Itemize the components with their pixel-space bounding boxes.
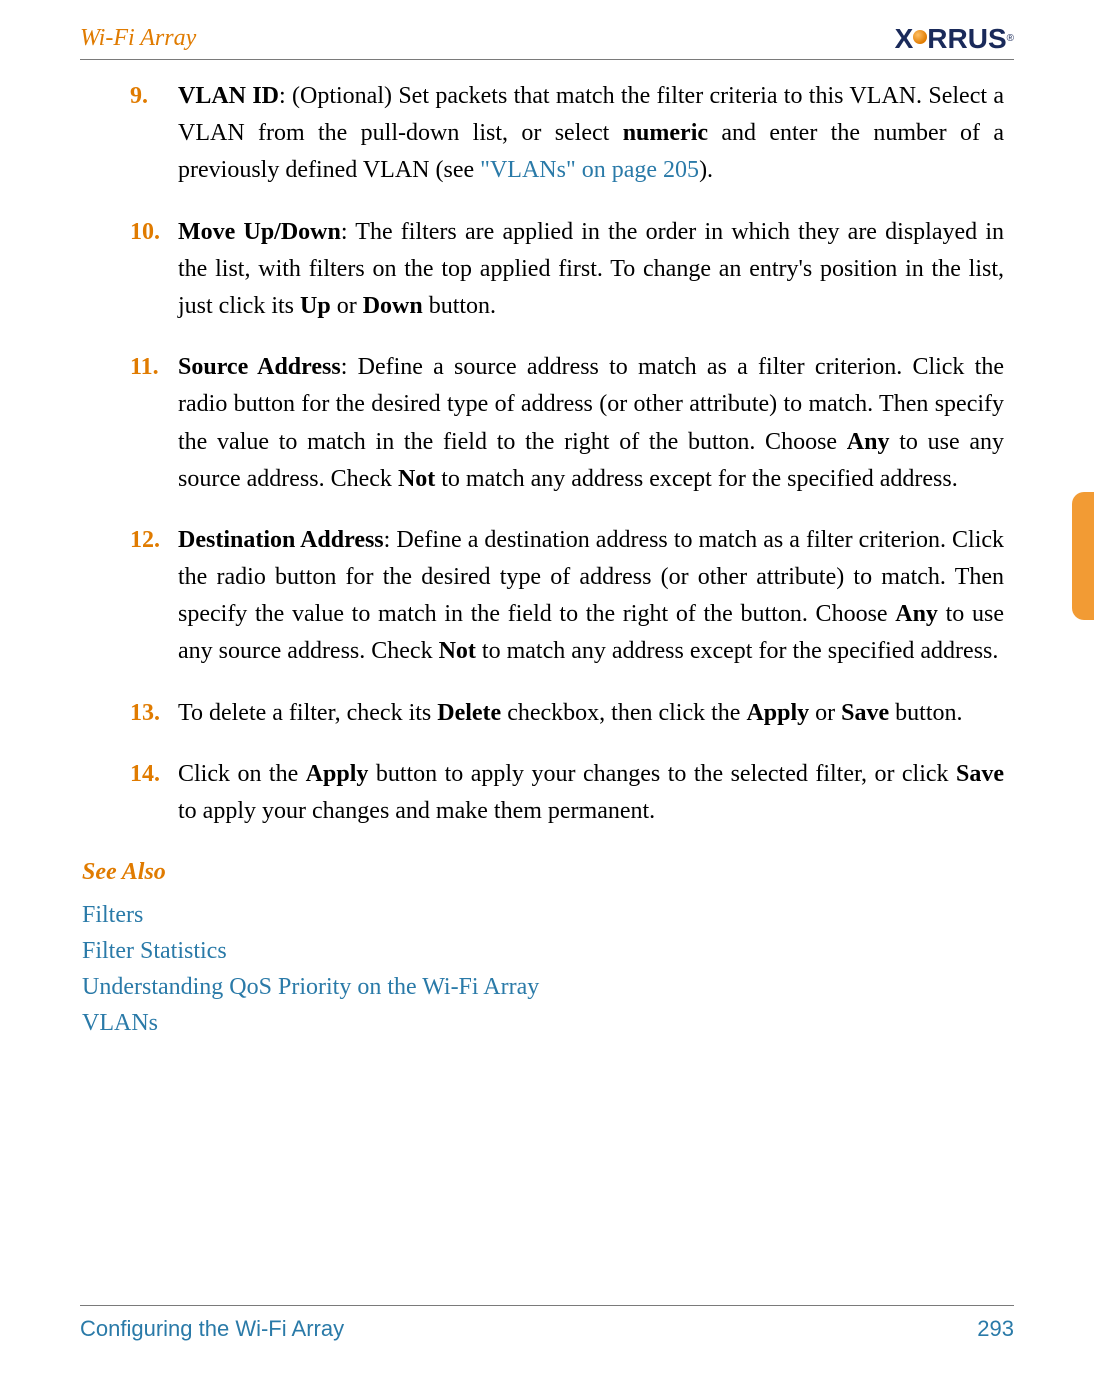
logo-dot-icon: [913, 30, 927, 44]
content-body: 9. VLAN ID: (Optional) Set packets that …: [130, 78, 1004, 1041]
item-lead: Move Up/Down: [178, 219, 341, 245]
item-number: 10.: [130, 214, 178, 326]
item-number: 9.: [130, 78, 178, 190]
list-item-11: 11. Source Address: Define a source addr…: [130, 349, 1004, 498]
item-text: Click on the: [178, 761, 306, 787]
item-text: button.: [889, 700, 962, 726]
item-body: Move Up/Down: The filters are applied in…: [178, 214, 1004, 326]
logo-letter-x: X: [895, 23, 914, 55]
logo: X RRUS ®: [895, 23, 1014, 55]
item-bold: Save: [841, 700, 889, 726]
page-header: Wi-Fi Array X RRUS ®: [80, 18, 1014, 60]
item-lead: VLAN ID: [178, 83, 279, 109]
item-bold: Any: [847, 429, 890, 455]
item-bold: Not: [398, 466, 435, 492]
item-bold: Any: [895, 601, 938, 627]
item-text: to match any address except for the spec…: [476, 638, 998, 664]
item-bold: Up: [300, 293, 331, 319]
item-text: ).: [699, 157, 713, 183]
item-text: or: [809, 700, 841, 726]
item-number: 14.: [130, 756, 178, 830]
item-text: to apply your changes and make them perm…: [178, 798, 655, 824]
see-also-section: See Also Filters Filter Statistics Under…: [82, 854, 1004, 1041]
header-title: Wi-Fi Array: [80, 25, 196, 52]
item-number: 11.: [130, 349, 178, 498]
logo-letters: RRUS: [927, 23, 1006, 55]
item-text: to match any address except for the spec…: [435, 466, 957, 492]
list-item-13: 13. To delete a filter, check its Delete…: [130, 695, 1004, 732]
item-text: To delete a filter, check its: [178, 700, 437, 726]
item-text: or: [331, 293, 363, 319]
item-bold: Down: [363, 293, 423, 319]
item-bold: numeric: [623, 120, 708, 146]
list-item-12: 12. Destination Address: Define a destin…: [130, 522, 1004, 671]
side-tab-icon: [1072, 492, 1094, 620]
item-body: VLAN ID: (Optional) Set packets that mat…: [178, 78, 1004, 190]
list-item-9: 9. VLAN ID: (Optional) Set packets that …: [130, 78, 1004, 190]
list-item-14: 14. Click on the Apply button to apply y…: [130, 756, 1004, 830]
link-vlans[interactable]: "VLANs" on page 205: [480, 157, 699, 183]
item-bold: Not: [439, 638, 476, 664]
item-body: Source Address: Define a source address …: [178, 349, 1004, 498]
item-body: Click on the Apply button to apply your …: [178, 756, 1004, 830]
see-also-title: See Also: [82, 854, 1004, 891]
item-body: To delete a filter, check its Delete che…: [178, 695, 1004, 732]
item-lead: Source Address: [178, 354, 341, 380]
logo-registered: ®: [1007, 33, 1014, 44]
item-bold: Apply: [746, 700, 809, 726]
item-text: button to apply your changes to the sele…: [368, 761, 956, 787]
item-text: button.: [423, 293, 496, 319]
see-also-link-filters[interactable]: Filters: [82, 897, 1004, 933]
item-bold: Save: [956, 761, 1004, 787]
item-number: 13.: [130, 695, 178, 732]
page-footer: Configuring the Wi-Fi Array 293: [80, 1305, 1014, 1342]
footer-left: Configuring the Wi-Fi Array: [80, 1316, 344, 1342]
list-item-10: 10. Move Up/Down: The filters are applie…: [130, 214, 1004, 326]
item-number: 12.: [130, 522, 178, 671]
item-bold: Delete: [437, 700, 501, 726]
item-bold: Apply: [306, 761, 369, 787]
see-also-link-filter-statistics[interactable]: Filter Statistics: [82, 933, 1004, 969]
item-body: Destination Address: Define a destinatio…: [178, 522, 1004, 671]
footer-page-number: 293: [977, 1316, 1014, 1342]
item-lead: Destination Address: [178, 527, 384, 553]
item-text: checkbox, then click the: [501, 700, 746, 726]
see-also-link-qos[interactable]: Understanding QoS Priority on the Wi-Fi …: [82, 969, 1004, 1005]
see-also-link-vlans[interactable]: VLANs: [82, 1005, 1004, 1041]
